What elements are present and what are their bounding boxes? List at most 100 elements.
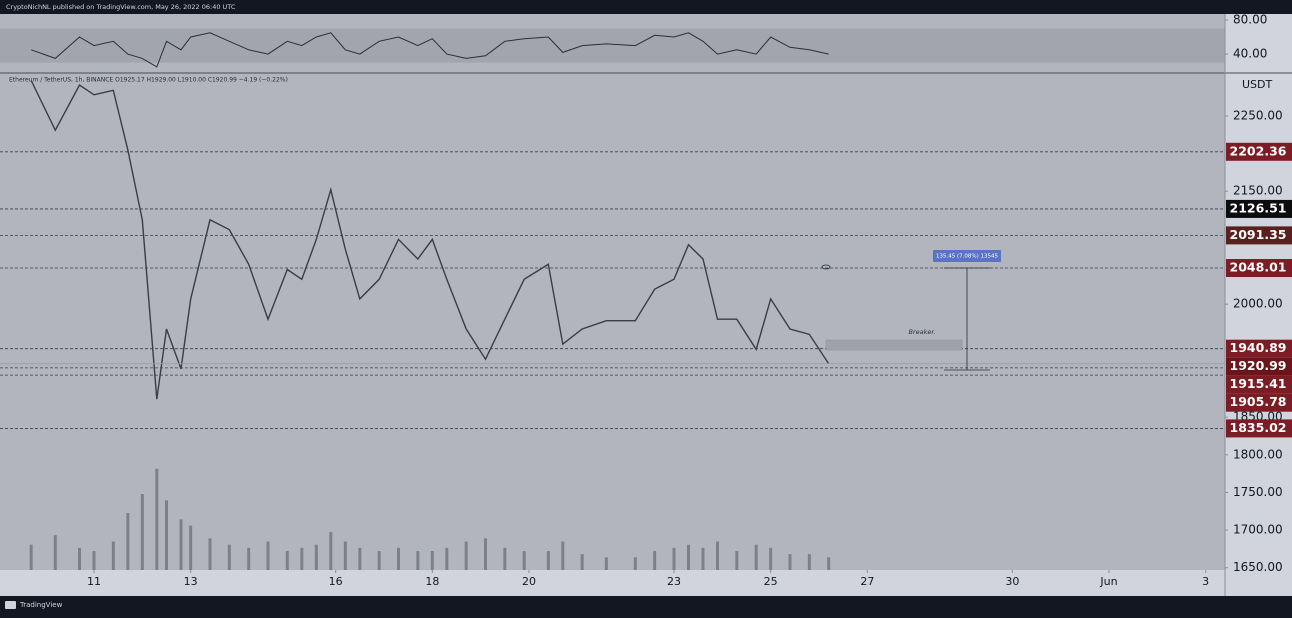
x-tick-label: 27 bbox=[860, 575, 874, 588]
volume-bar bbox=[266, 541, 270, 570]
volume-bar bbox=[464, 541, 468, 570]
x-tick-label: 25 bbox=[764, 575, 778, 588]
y-tick-label: 40.00 bbox=[1233, 47, 1267, 61]
volume-bar bbox=[653, 551, 657, 570]
volume-bar bbox=[140, 494, 144, 570]
volume-bar bbox=[329, 532, 333, 570]
price-level-box bbox=[1226, 199, 1292, 218]
volume-bar bbox=[701, 547, 705, 570]
price-level-box bbox=[1226, 393, 1292, 412]
x-tick-label: 20 bbox=[522, 575, 536, 588]
volume-bar bbox=[503, 547, 507, 570]
volume-bar bbox=[672, 547, 676, 570]
volume-bar bbox=[416, 551, 420, 570]
volume-bar bbox=[343, 541, 347, 570]
breaker-zone bbox=[825, 339, 963, 351]
y-tick-label: 80.00 bbox=[1233, 12, 1267, 26]
volume-bar bbox=[285, 551, 289, 570]
volume-bar bbox=[227, 544, 231, 570]
currency: USDT bbox=[1242, 78, 1273, 91]
y-tick-label: 1650.00 bbox=[1233, 560, 1283, 574]
volume-bar bbox=[604, 557, 608, 570]
volume-bar bbox=[807, 554, 811, 570]
volume-bar bbox=[300, 547, 304, 570]
symbol-info: Ethereum / TetherUS, 1h, BINANCE O1925.1… bbox=[9, 77, 288, 84]
y-tick-label: 1750.00 bbox=[1233, 485, 1283, 499]
x-tick-label: 30 bbox=[1005, 575, 1019, 588]
time-axis-panel bbox=[0, 570, 1225, 596]
volume-bar bbox=[546, 551, 550, 570]
volume-bar bbox=[189, 525, 193, 570]
price-level-box bbox=[1226, 339, 1292, 358]
brand-logo bbox=[5, 601, 16, 609]
x-tick-label: 23 bbox=[667, 575, 681, 588]
volume-bar bbox=[314, 544, 318, 570]
price-level-label: 1915.41 bbox=[1230, 376, 1287, 391]
x-tick-label: Jun bbox=[1099, 575, 1117, 588]
volume-bar bbox=[247, 547, 251, 570]
x-tick-label: 3 bbox=[1202, 575, 1209, 588]
volume-bar bbox=[377, 551, 381, 570]
volume-bar bbox=[735, 551, 739, 570]
publisher: CryptoNichNL published on TradingView.co… bbox=[6, 3, 236, 11]
target-marker bbox=[821, 264, 831, 270]
volume-bar bbox=[179, 519, 183, 570]
volume-bar bbox=[445, 547, 449, 570]
volume-bar bbox=[716, 541, 719, 570]
x-tick-label: 11 bbox=[87, 575, 101, 588]
measure-label: 135.45 (7.08%) 13545 bbox=[936, 254, 999, 260]
price-level-label: 1940.89 bbox=[1230, 340, 1287, 355]
volume-bar bbox=[633, 557, 637, 570]
volume-bar bbox=[687, 544, 690, 570]
volume-bar bbox=[29, 544, 33, 570]
price-level-box bbox=[1226, 226, 1292, 245]
price-level-box bbox=[1226, 142, 1292, 161]
footer-bar bbox=[0, 596, 1292, 614]
volume-bar bbox=[561, 541, 565, 570]
volume-bar bbox=[397, 547, 400, 570]
volume-bar bbox=[208, 538, 212, 570]
volume-bar bbox=[484, 538, 487, 570]
price-level-box bbox=[1226, 259, 1292, 278]
footer-brand: TradingView bbox=[19, 601, 63, 609]
price-level-label: 2091.35 bbox=[1230, 227, 1287, 242]
price-level-box bbox=[1226, 375, 1292, 394]
price-level-label: 2048.01 bbox=[1230, 260, 1287, 275]
x-tick-label: 16 bbox=[329, 575, 343, 588]
plot-background bbox=[0, 14, 1225, 596]
y-tick-label: 1800.00 bbox=[1233, 447, 1283, 461]
volume-bar bbox=[78, 547, 81, 570]
price-level-box bbox=[1226, 357, 1292, 376]
volume-bar bbox=[754, 544, 758, 570]
price-level-label: 2202.36 bbox=[1230, 143, 1287, 158]
volume-bar bbox=[827, 557, 831, 570]
price-level-label: 1835.02 bbox=[1230, 420, 1287, 435]
volume-bar bbox=[580, 554, 584, 570]
price-level-label: 1920.99 bbox=[1230, 358, 1287, 373]
volume-bar bbox=[430, 551, 434, 570]
volume-bar bbox=[155, 468, 159, 570]
volume-bar bbox=[522, 551, 526, 570]
y-tick-label: 2250.00 bbox=[1233, 108, 1283, 122]
y-tick-label: 1700.00 bbox=[1233, 523, 1283, 537]
volume-bar bbox=[788, 554, 792, 570]
volume-bar bbox=[126, 513, 130, 570]
rsi-line bbox=[31, 32, 829, 68]
price-level-box bbox=[1226, 419, 1292, 438]
y-tick-label: 2150.00 bbox=[1233, 184, 1283, 198]
volume-bar bbox=[165, 500, 168, 570]
measure-box bbox=[933, 250, 1001, 262]
volume-bar bbox=[53, 535, 57, 570]
x-tick-label: 13 bbox=[184, 575, 198, 588]
volume-bar bbox=[92, 551, 96, 570]
y-tick-label: 2000.00 bbox=[1233, 297, 1283, 311]
price-axis-panel bbox=[1225, 14, 1292, 596]
price-level-label: 1905.78 bbox=[1230, 394, 1287, 409]
price-level-label: 2126.51 bbox=[1230, 200, 1287, 215]
volume-bar bbox=[769, 547, 773, 570]
volume-bar bbox=[358, 547, 362, 570]
x-tick-label: 18 bbox=[425, 575, 439, 588]
